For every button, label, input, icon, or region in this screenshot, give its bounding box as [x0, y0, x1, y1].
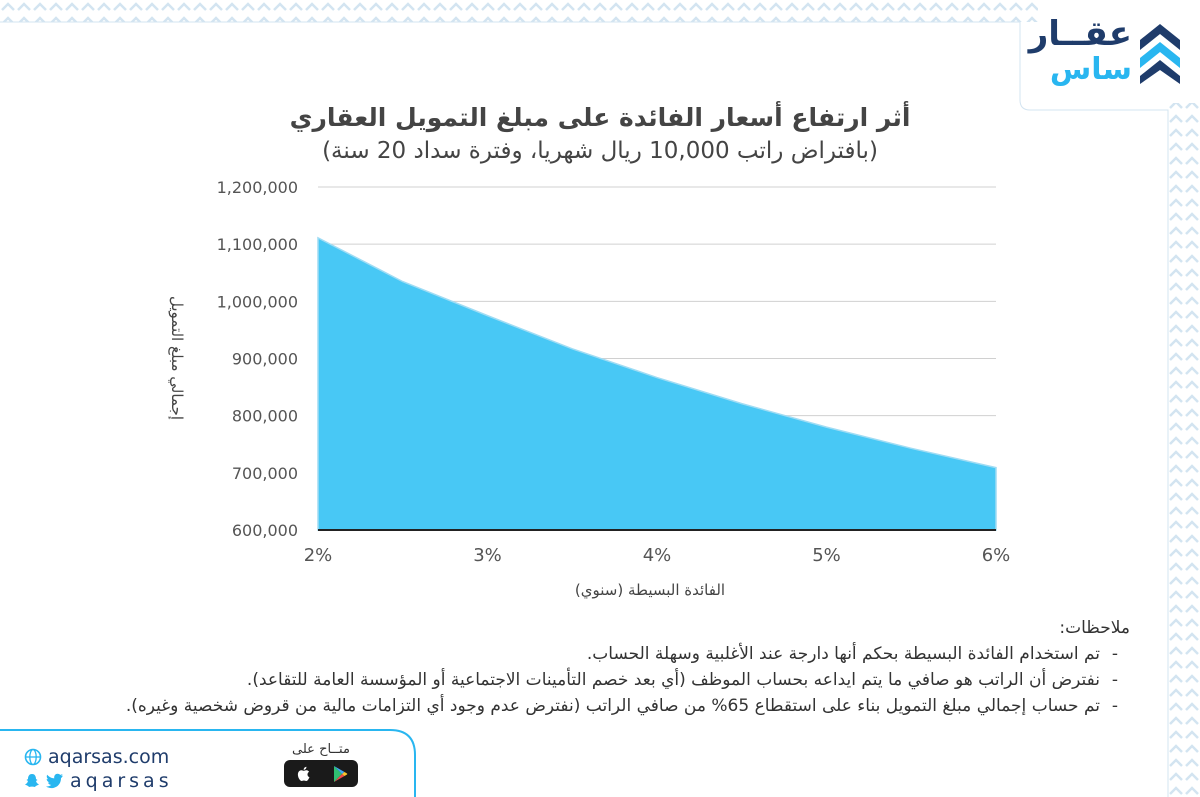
twitter-icon [46, 773, 63, 789]
footer-website[interactable]: aqarsas.com [24, 746, 169, 768]
footer-social[interactable]: aqarsas [24, 770, 173, 792]
logo-word-aqar: عقــار [1028, 14, 1132, 54]
note-item: - تم حساب إجمالي مبلغ التمويل بناء على اس… [60, 693, 1130, 719]
notes-heading: ملاحظات: [1059, 618, 1130, 638]
social-handle: aqarsas [70, 770, 173, 792]
x-tick-label: 6% [982, 545, 1011, 566]
y-tick-label: 600,000 [232, 521, 298, 540]
snapchat-icon [25, 774, 39, 787]
y-tick-label: 900,000 [232, 350, 298, 369]
website-text: aqarsas.com [48, 746, 170, 768]
area-series [317, 236, 997, 531]
apple-icon [297, 766, 309, 781]
x-tick-label: 5% [812, 545, 841, 566]
y-axis-label: إجمالي مبلغ التمويل [167, 296, 186, 420]
google-play-icon [333, 765, 347, 782]
y-tick-label: 1,200,000 [217, 178, 298, 197]
store-availability-label: متــاح على [292, 742, 350, 757]
logo-chevron-icon [1140, 24, 1180, 84]
chart-title: أثر ارتفاع أسعار الفائدة على مبلغ التموي… [289, 103, 911, 132]
x-axis-ticks: 2% 3% 4% 5% 6% [304, 545, 1011, 566]
note-item: - نفترض أن الراتب هو صافي ما يتم ايداعه ب… [60, 667, 1130, 693]
y-tick-label: 800,000 [232, 407, 298, 426]
y-axis-ticks: 600,000 700,000 800,000 900,000 1,000,000 1,1… [217, 178, 298, 540]
app-store-button[interactable] [284, 760, 358, 787]
note-item: - تم استخدام الفائدة البسيطة بحكم أنها دا… [60, 641, 1130, 667]
x-tick-label: 4% [643, 545, 672, 566]
note-text: تم استخدام الفائدة البسيطة بحكم أنها دار… [586, 644, 1100, 664]
x-axis-label: الفائدة البسيطة (سنوي) [575, 581, 725, 600]
logo-panel [1038, 0, 1200, 103]
y-tick-label: 1,100,000 [217, 235, 298, 254]
y-tick-label: 700,000 [232, 464, 298, 483]
note-text: تم حساب إجمالي مبلغ التمويل بناء على است… [125, 696, 1100, 716]
notes-section: ملاحظات: - تم استخدام الفائدة البسيطة بحك… [60, 615, 1130, 719]
globe-icon [24, 748, 42, 766]
chart-subtitle: (بافتراض راتب 10,000 ريال شهريا، وفترة س… [322, 138, 878, 164]
x-tick-label: 2% [304, 545, 333, 566]
note-text: نفترض أن الراتب هو صافي ما يتم ايداعه بح… [246, 670, 1100, 690]
y-tick-label: 1,000,000 [217, 292, 298, 311]
logo-word-sas: ساس [1049, 52, 1132, 87]
x-tick-label: 3% [473, 545, 502, 566]
